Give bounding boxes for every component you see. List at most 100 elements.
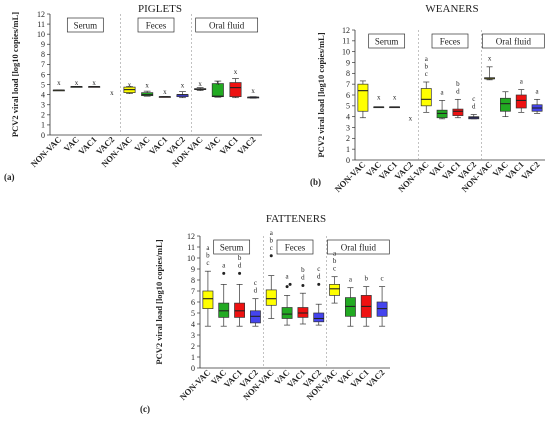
y-tick-label: 10 <box>37 30 45 39</box>
panel-label: (a) <box>4 172 15 182</box>
outlier-point <box>301 284 305 287</box>
mean-marker: x <box>92 79 96 87</box>
mean-marker: x <box>488 55 492 63</box>
significance-letter: a <box>270 229 274 237</box>
x-category-label: VAC1 <box>218 134 240 156</box>
group-label-box <box>66 17 104 33</box>
y-tick-label: 8 <box>191 276 195 285</box>
y-tick-label: 12 <box>187 232 195 241</box>
box-body <box>202 290 214 309</box>
box-vac1: x <box>389 94 400 109</box>
box-body <box>329 284 340 296</box>
significance-letter: c <box>317 265 320 273</box>
significance-letter: a <box>222 261 226 269</box>
group-label-box <box>195 17 259 33</box>
mean-marker: x <box>251 87 255 95</box>
x-category-label: VAC2 <box>235 134 257 156</box>
box-vac: a <box>436 88 448 120</box>
box-non-vac: x <box>123 81 136 95</box>
y-tick-label: 7 <box>41 60 45 69</box>
significance-letter: b <box>365 275 369 283</box>
panel-title: WEANERS <box>425 3 478 15</box>
box-non-vac: cba <box>420 55 432 113</box>
y-tick-label: 3 <box>41 101 45 110</box>
box-vac: x <box>211 79 224 98</box>
box-non-vac: x <box>484 55 495 81</box>
box-body <box>452 108 464 116</box>
mean-marker: x <box>234 68 238 76</box>
mean-marker: x <box>75 79 79 87</box>
significance-letter: c <box>206 259 209 267</box>
group-label: Oral fluid <box>496 37 532 47</box>
y-tick-label: 6 <box>191 298 195 307</box>
group-label-box <box>213 239 251 255</box>
box-vac2: x <box>409 114 413 122</box>
significance-letter: b <box>301 266 305 274</box>
mean-marker: x <box>393 94 397 102</box>
y-tick-label: 9 <box>191 265 195 274</box>
significance-letter: b <box>333 257 337 265</box>
significance-letter: a <box>286 272 290 280</box>
mean-marker: x <box>181 82 185 90</box>
box-non-vac: cba <box>329 250 340 304</box>
significance-letter: b <box>456 80 460 88</box>
y-tick-label: 11 <box>187 243 195 252</box>
y-tick-label: 5 <box>346 102 350 111</box>
significance-letter: a <box>520 78 524 86</box>
y-tick-label: 7 <box>191 287 195 296</box>
group-label-box <box>481 33 545 49</box>
mean-marker: x <box>198 80 202 88</box>
box-vac1: x <box>229 68 242 99</box>
box-vac1: b <box>360 275 372 327</box>
x-category-label: VAC1 <box>147 134 169 156</box>
box-non-vac <box>357 80 369 119</box>
mean-marker: x <box>216 79 220 87</box>
group-label: Serum <box>220 243 244 253</box>
box-vac: a <box>281 272 293 326</box>
box-non-vac: x <box>52 79 65 92</box>
box-vac1: a <box>515 78 527 113</box>
group-label: Feces <box>146 21 167 31</box>
panel-label: (b) <box>310 177 321 187</box>
mean-marker: x <box>57 79 61 87</box>
box-vac2: x <box>176 82 189 99</box>
panel-title: PIGLETS <box>138 3 182 15</box>
group-label: Oral fluid <box>341 243 377 253</box>
outlier-point <box>285 285 289 289</box>
box-vac: x <box>70 79 83 88</box>
box-body <box>313 312 325 323</box>
box-vac1: x <box>88 79 101 88</box>
y-tick-label: 10 <box>187 254 195 263</box>
y-tick-label: 12 <box>37 10 45 19</box>
box-vac2: dc <box>313 265 325 326</box>
box-vac: x <box>141 82 154 97</box>
significance-letter: c <box>254 279 257 287</box>
y-tick-label: 11 <box>37 20 45 29</box>
significance-letter: a <box>425 55 429 63</box>
significance-letter: c <box>472 95 475 103</box>
y-tick-label: 7 <box>346 80 350 89</box>
group-label-box <box>368 33 406 49</box>
group-label: Serum <box>74 21 98 31</box>
box-body <box>229 82 242 98</box>
y-tick-label: 1 <box>41 121 45 130</box>
group-label: Oral fluid <box>209 21 245 31</box>
significance-letter: d <box>317 272 321 280</box>
y-tick-label: 6 <box>41 70 45 79</box>
y-axis-label: PCV2 viral load [log10 copies/mL] <box>10 12 20 137</box>
box-vac2: a <box>531 87 543 114</box>
significance-letter: c <box>425 70 428 78</box>
y-tick-label: 10 <box>342 47 350 56</box>
box-non-vac: x <box>194 80 207 91</box>
mean-marker: x <box>145 82 149 90</box>
y-tick-label: 6 <box>346 91 350 100</box>
y-tick-label: 5 <box>41 80 45 89</box>
significance-letter: a <box>441 88 445 96</box>
panel-title: FATTENERS <box>266 213 326 225</box>
y-tick-label: 3 <box>191 331 195 340</box>
panel-label: (c) <box>140 404 150 414</box>
significance-letter: b <box>206 252 210 260</box>
y-axis-label: PCV2 viral load [log10 copies/mL] <box>316 32 326 157</box>
